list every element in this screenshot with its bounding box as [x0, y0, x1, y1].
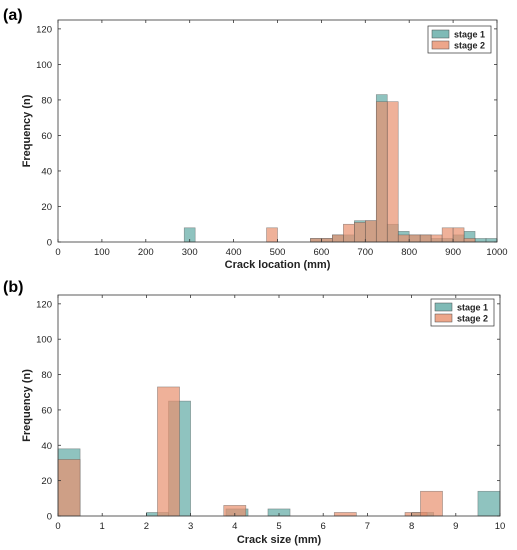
y-tick-label: 120	[36, 24, 52, 35]
x-tick-label: 10	[495, 521, 506, 532]
bar-stage-2-8	[386, 101, 399, 243]
bar-stage-2-3	[333, 512, 357, 517]
x-tick-label: 2	[144, 521, 149, 532]
bar-stage-1-17	[485, 238, 498, 243]
plot-frame	[57, 294, 501, 517]
x-tick-label: 0	[55, 247, 60, 258]
x-tick-label: 700	[357, 247, 373, 258]
x-tick-label: 1	[100, 521, 105, 532]
x-tick-label: 500	[270, 247, 286, 258]
bar-stage-2-0	[266, 227, 278, 243]
x-tick-label: 6	[321, 521, 326, 532]
bar-stage-2-4	[343, 223, 355, 243]
y-tick-label: 60	[41, 131, 52, 142]
legend-label-2: stage 2	[457, 314, 488, 324]
y-tick-label: 80	[41, 370, 52, 381]
y-tick-label: 40	[41, 441, 52, 452]
x-axis-title: Crack location (mm)	[225, 259, 331, 271]
x-tick-label: 300	[182, 247, 198, 258]
y-tick-label: 120	[36, 299, 52, 310]
x-axis-title: Crack size (mm)	[237, 534, 322, 546]
x-tick-label: 3	[188, 521, 193, 532]
bar-stage-2-15	[463, 238, 476, 243]
x-tick-label: 600	[313, 247, 329, 258]
y-tick-label: 40	[41, 166, 52, 177]
x-tick-label: 8	[409, 521, 414, 532]
bar-stage-2-5	[354, 222, 366, 243]
legend-label-1: stage 1	[454, 30, 485, 40]
legend-label-1: stage 1	[457, 303, 488, 313]
legend-swatch-1	[431, 29, 450, 39]
x-tick-label: 0	[55, 521, 60, 532]
bar-stage-2-1	[310, 238, 322, 243]
bar-stage-2-7	[375, 101, 388, 243]
panel-label: (a)	[3, 7, 23, 24]
y-tick-label: 20	[41, 476, 52, 487]
bar-stage-2-3	[332, 234, 344, 243]
bar-stage-2-5	[420, 490, 443, 517]
y-tick-label: 80	[41, 95, 52, 106]
bar-stage-2-10	[408, 234, 421, 243]
y-tick-label: 20	[41, 202, 52, 213]
x-tick-label: 1000	[486, 247, 507, 258]
panel-a: (a) 0 100 200 300 400 500 600 700 800 900 1000 0 20 40…	[3, 7, 508, 271]
x-tick-label: 9	[453, 521, 458, 532]
bar-stage-2-1	[157, 386, 180, 517]
x-tick-label: 400	[226, 247, 242, 258]
x-tick-label: 7	[365, 521, 370, 532]
bar-stage-2-14	[452, 227, 465, 243]
legend-swatch-1	[434, 302, 453, 312]
bar-stage-2-0	[57, 459, 81, 517]
legend-label-2: stage 2	[454, 41, 485, 51]
bar-stage-1-6	[477, 490, 501, 517]
x-tick-label: 4	[232, 521, 237, 532]
bar-stage-2-12	[430, 234, 443, 243]
bar-stage-2-11	[419, 234, 432, 243]
panel-label: (b)	[3, 279, 23, 296]
y-axis-title: Frequency (n)	[21, 94, 33, 167]
bar-stage-2-2	[321, 238, 333, 243]
y-tick-label: 60	[41, 405, 52, 416]
legend-swatch-2	[434, 313, 453, 323]
x-tick-label: 200	[138, 247, 154, 258]
y-tick-label: 0	[47, 238, 52, 249]
x-tick-label: 900	[445, 247, 461, 258]
bar-stage-2-13	[441, 227, 454, 243]
x-tick-label: 800	[401, 247, 417, 258]
bar-stage-1-16	[474, 238, 487, 243]
x-tick-label: 100	[94, 247, 110, 258]
bar-stage-2-9	[397, 234, 410, 243]
legend-swatch-2	[431, 40, 450, 50]
x-tick-label: 5	[276, 521, 281, 532]
y-axis-title: Frequency (n)	[21, 369, 33, 442]
y-tick-label: 100	[36, 335, 52, 346]
y-tick-label: 100	[36, 60, 52, 71]
bar-stage-2-6	[364, 220, 377, 243]
y-tick-label: 0	[47, 512, 52, 523]
